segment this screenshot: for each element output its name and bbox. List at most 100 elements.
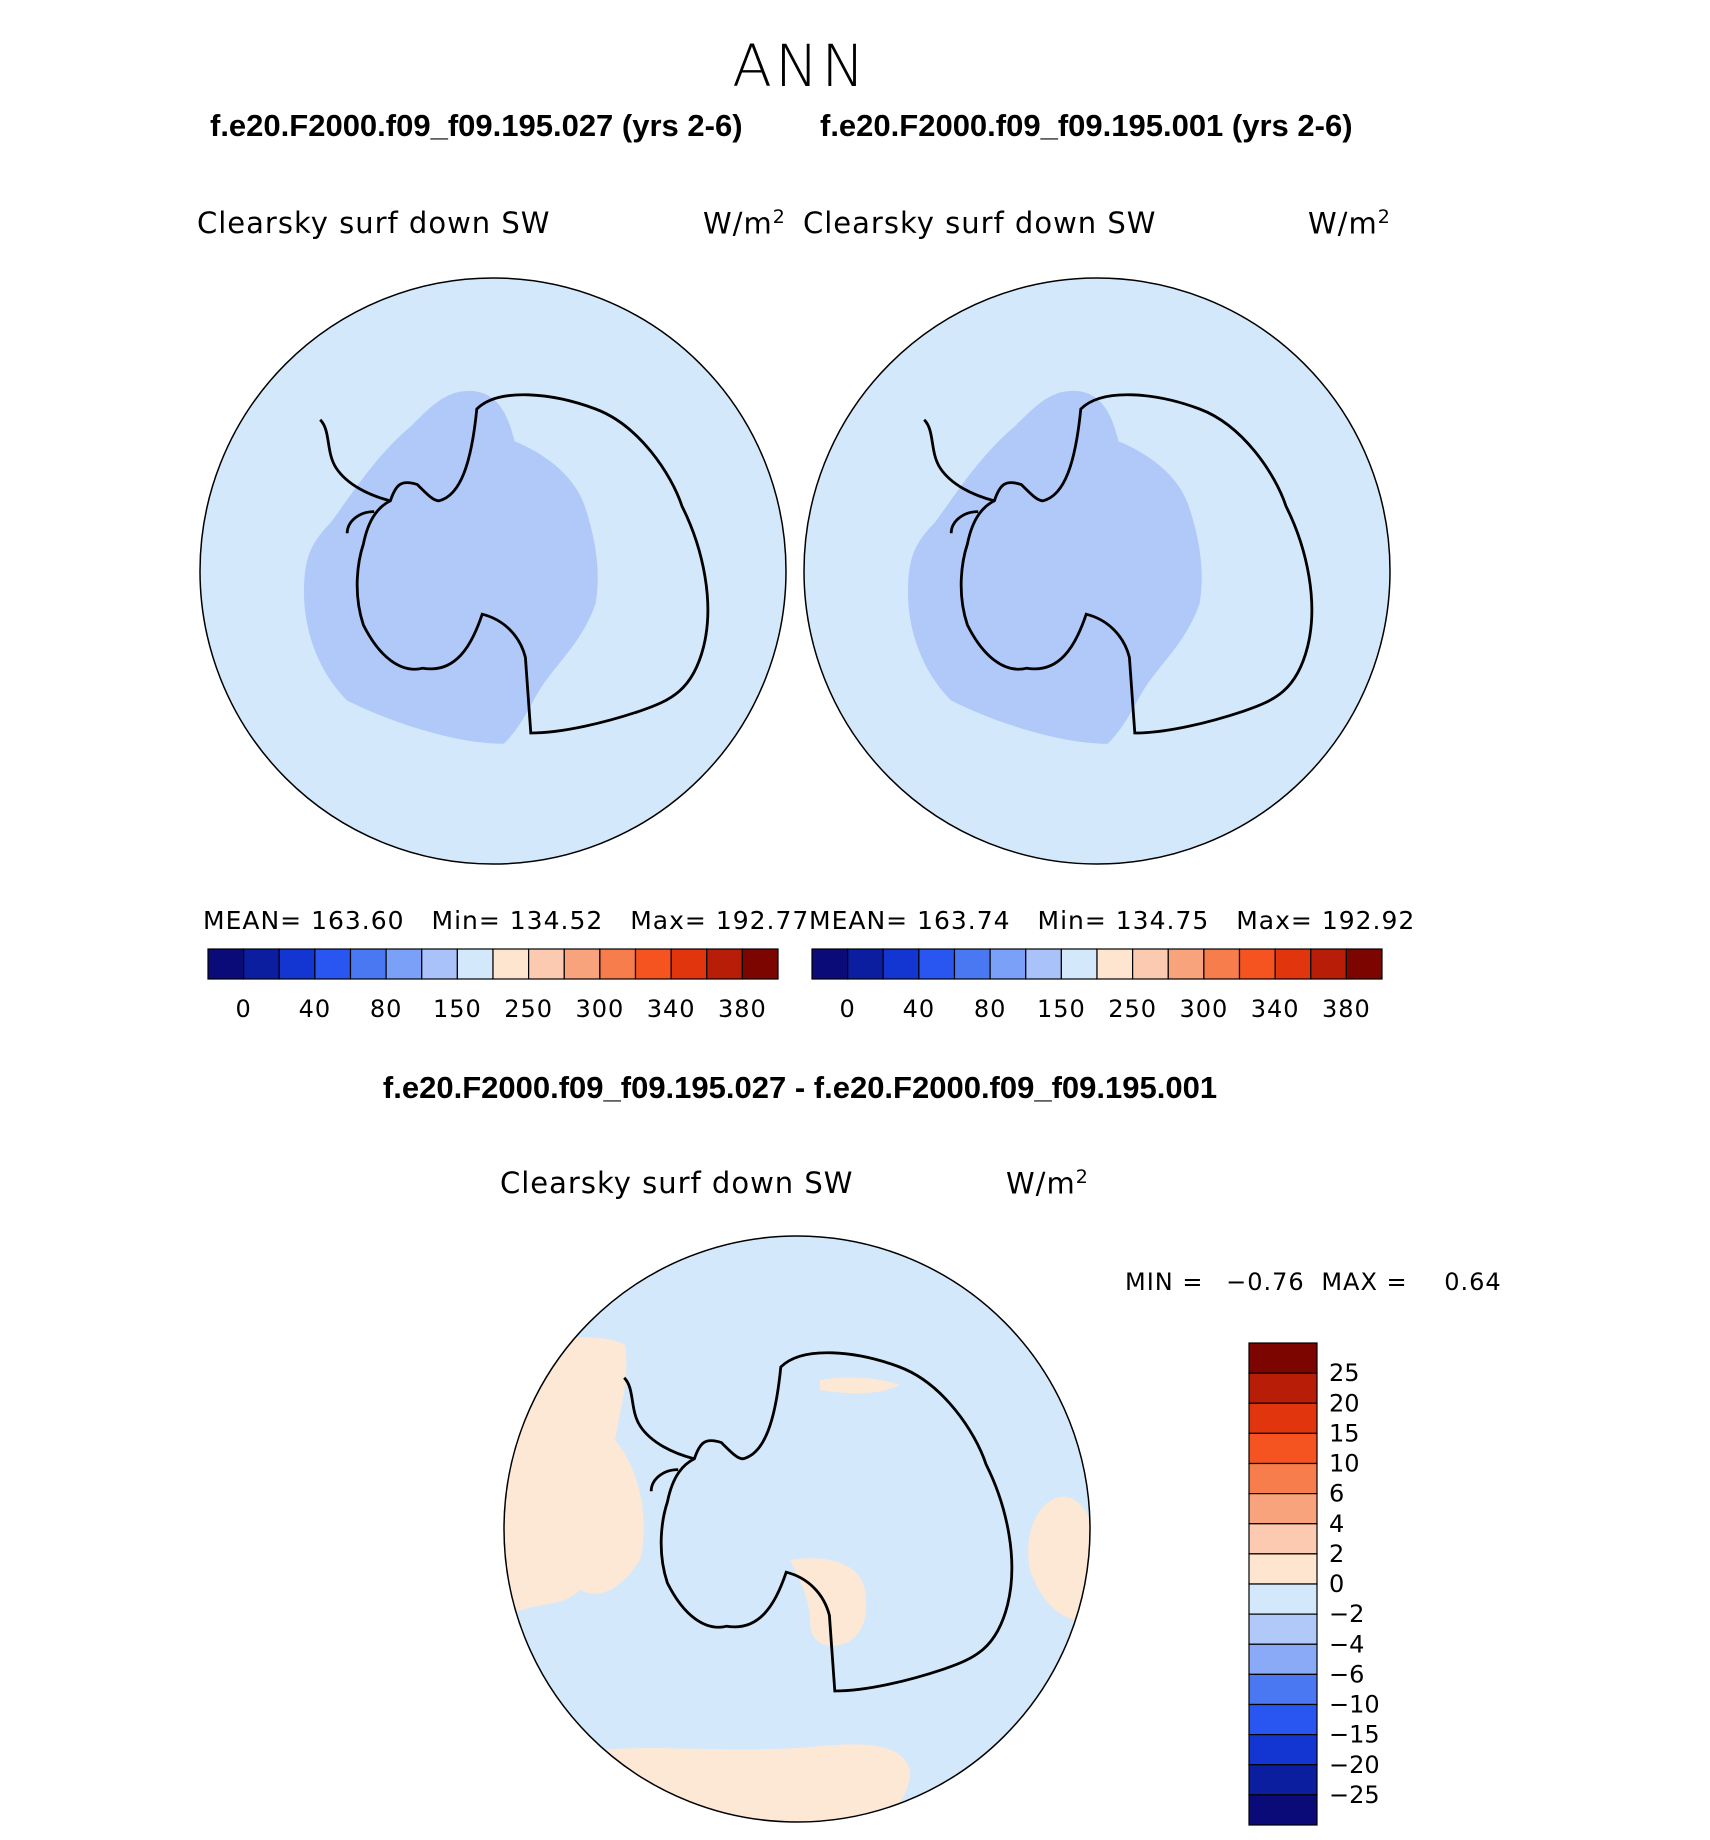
panel2-colorbar-swatch-13 xyxy=(1274,948,1312,980)
panel1-colorbar-swatch-6 xyxy=(421,948,458,980)
diff-positive-ross xyxy=(790,1558,867,1646)
panel2-colorbar-swatch-9 xyxy=(1132,948,1169,980)
diff-positive-east xyxy=(1028,1496,1090,1620)
panel2-colorbar-swatch-14 xyxy=(1310,948,1347,980)
panel2-colorbar-swatch-5 xyxy=(989,948,1027,980)
diff-positive-south xyxy=(600,1744,911,1822)
diff-colorbar-tick-label: 15 xyxy=(1329,1419,1360,1447)
panel1-colorbar-tick-label: 300 xyxy=(575,995,624,1023)
diff-units-sup: 2 xyxy=(1075,1166,1089,1188)
diff-variable-label: Clearsky surf down SW xyxy=(500,1166,854,1200)
diff-colorbar-tick-label: 25 xyxy=(1329,1359,1360,1387)
diff-colorbar-swatch-6 xyxy=(1248,1523,1318,1555)
panel2-min-label: Min= xyxy=(1037,906,1107,935)
panel2-colorbar-swatch-4 xyxy=(953,948,991,980)
panel1-colorbar-tick-label: 340 xyxy=(647,995,696,1023)
panel2-colorbar-swatch-12 xyxy=(1238,948,1276,980)
diff-min-value: −0.76 xyxy=(1226,1268,1305,1296)
panel2-colorbar-swatch-0 xyxy=(811,948,849,980)
diff-min-label: MIN = xyxy=(1125,1268,1204,1296)
panel2-colorbar-tick-label: 250 xyxy=(1108,995,1157,1023)
page-title: ANN xyxy=(732,32,868,100)
panel1-stats: MEAN= 163.60 Min= 134.52 Max= 192.77 xyxy=(203,906,809,935)
diff-colorbar-swatch-1 xyxy=(1248,1372,1318,1404)
panel2-colorbar-tick-label: 40 xyxy=(903,995,936,1023)
diff-map-border xyxy=(503,1235,1091,1823)
panel2-colorbar-swatch-15 xyxy=(1345,948,1383,980)
panel2-colorbar-tick-label: 150 xyxy=(1037,995,1086,1023)
panel2-colorbar-swatch-7 xyxy=(1060,948,1098,980)
panel1-colorbar-swatch-15 xyxy=(741,948,779,980)
panel1-colorbar-swatch-10 xyxy=(563,948,601,980)
panel1-colorbar-tick-label: 0 xyxy=(235,995,251,1023)
panel1-colorbar-swatch-2 xyxy=(278,948,316,980)
panel2-colorbar-tick-label: 0 xyxy=(839,995,855,1023)
panel2-max-label: Max= xyxy=(1236,906,1313,935)
diff-colorbar-tick-label: 6 xyxy=(1329,1480,1344,1508)
diff-colorbar-swatch-15 xyxy=(1248,1794,1318,1826)
panel2-colorbar-swatch-2 xyxy=(882,948,920,980)
diff-title: f.e20.F2000.f09_f09.195.027 - f.e20.F200… xyxy=(382,1070,1218,1105)
diff-colorbar-swatch-12 xyxy=(1248,1703,1318,1736)
panel1-colorbar-tick-label: 40 xyxy=(299,995,332,1023)
panel1-colorbar-tick-label: 250 xyxy=(504,995,553,1023)
diff-units: W/m xyxy=(1006,1166,1076,1201)
panel1-min-value: 134.52 xyxy=(509,906,604,935)
diff-colorbar-swatch-9 xyxy=(1248,1613,1318,1645)
panel2-colorbar-tick-label: 300 xyxy=(1179,995,1228,1023)
panel1-colorbar-swatch-5 xyxy=(385,948,423,980)
panel1-units-label: W/m2 xyxy=(703,206,786,241)
diff-max-value: 0.64 xyxy=(1444,1268,1502,1296)
panel2-colorbar-tick-label: 80 xyxy=(974,995,1007,1023)
diff-colorbar-swatch-7 xyxy=(1248,1553,1318,1585)
panel2-map xyxy=(803,277,1391,865)
diff-colorbar-swatch-11 xyxy=(1248,1673,1318,1706)
panel1-mean-value: 163.60 xyxy=(311,906,405,935)
panel2-units: W/m xyxy=(1308,206,1378,241)
panel1-max-value: 192.77 xyxy=(715,906,810,935)
diff-colorbar-swatch-4 xyxy=(1248,1462,1318,1495)
diff-colorbar-tick-label: 4 xyxy=(1329,1510,1344,1538)
diff-colorbar-tick-label: −20 xyxy=(1329,1751,1380,1779)
diff-colorbar-swatch-2 xyxy=(1248,1402,1318,1434)
panel1-colorbar-swatch-7 xyxy=(456,948,494,980)
case-title-left: f.e20.F2000.f09_f09.195.027 (yrs 2-6) xyxy=(210,108,743,143)
panel1-colorbar-swatch-8 xyxy=(492,948,530,980)
diff-colorbar-tick-label: −6 xyxy=(1329,1660,1364,1688)
diff-map xyxy=(503,1235,1091,1823)
panel1-colorbar-swatch-4 xyxy=(349,948,387,980)
panel1-colorbar-tick-label: 80 xyxy=(370,995,403,1023)
panel1-variable-label: Clearsky surf down SW xyxy=(197,206,551,240)
diff-colorbar-tick-label: 10 xyxy=(1329,1450,1360,1478)
panel2-variable-label: Clearsky surf down SW xyxy=(803,206,1157,240)
panel2-units-sup: 2 xyxy=(1377,206,1391,228)
diff-colorbar-swatch-8 xyxy=(1248,1583,1318,1615)
diff-colorbar-swatch-13 xyxy=(1248,1734,1318,1766)
panel2-colorbar-swatch-10 xyxy=(1167,948,1205,980)
diff-colorbar-tick-label: 2 xyxy=(1329,1540,1344,1568)
panel2-min-value: 134.75 xyxy=(1115,906,1210,935)
diff-colorbar-tick-label: 20 xyxy=(1329,1389,1360,1417)
diff-colorbar-tick-label: 0 xyxy=(1329,1570,1344,1598)
panel2-mean-label: MEAN= xyxy=(809,906,909,935)
panel2-colorbar: 0 40 80 150 250 300 340 380 xyxy=(811,948,1383,1023)
panel1-units: W/m xyxy=(703,206,773,241)
diff-colorbar-tick-label: −2 xyxy=(1329,1600,1364,1628)
panel2-units-label: W/m2 xyxy=(1308,206,1391,241)
diff-colorbar-tick-label: −15 xyxy=(1329,1721,1380,1749)
panel1-colorbar-swatch-14 xyxy=(706,948,743,980)
diff-colorbar-swatch-14 xyxy=(1248,1764,1318,1796)
panel1-colorbar-swatch-13 xyxy=(670,948,708,980)
diff-colorbar-tick-label: −25 xyxy=(1329,1781,1380,1809)
diff-max-label: MAX = xyxy=(1321,1268,1408,1296)
diff-colorbar-tick-label: −10 xyxy=(1329,1691,1380,1719)
panel2-stats: MEAN= 163.74 Min= 134.75 Max= 192.92 xyxy=(809,906,1415,935)
diff-colorbar-swatch-3 xyxy=(1248,1432,1318,1465)
diff-colorbar-tick-label: −4 xyxy=(1329,1630,1364,1658)
panel2-max-value: 192.92 xyxy=(1321,906,1416,935)
panel1-units-sup: 2 xyxy=(772,206,786,228)
panel1-min-label: Min= xyxy=(431,906,501,935)
panel2-colorbar-swatch-3 xyxy=(918,948,956,980)
panel1-colorbar-swatch-0 xyxy=(207,948,245,980)
